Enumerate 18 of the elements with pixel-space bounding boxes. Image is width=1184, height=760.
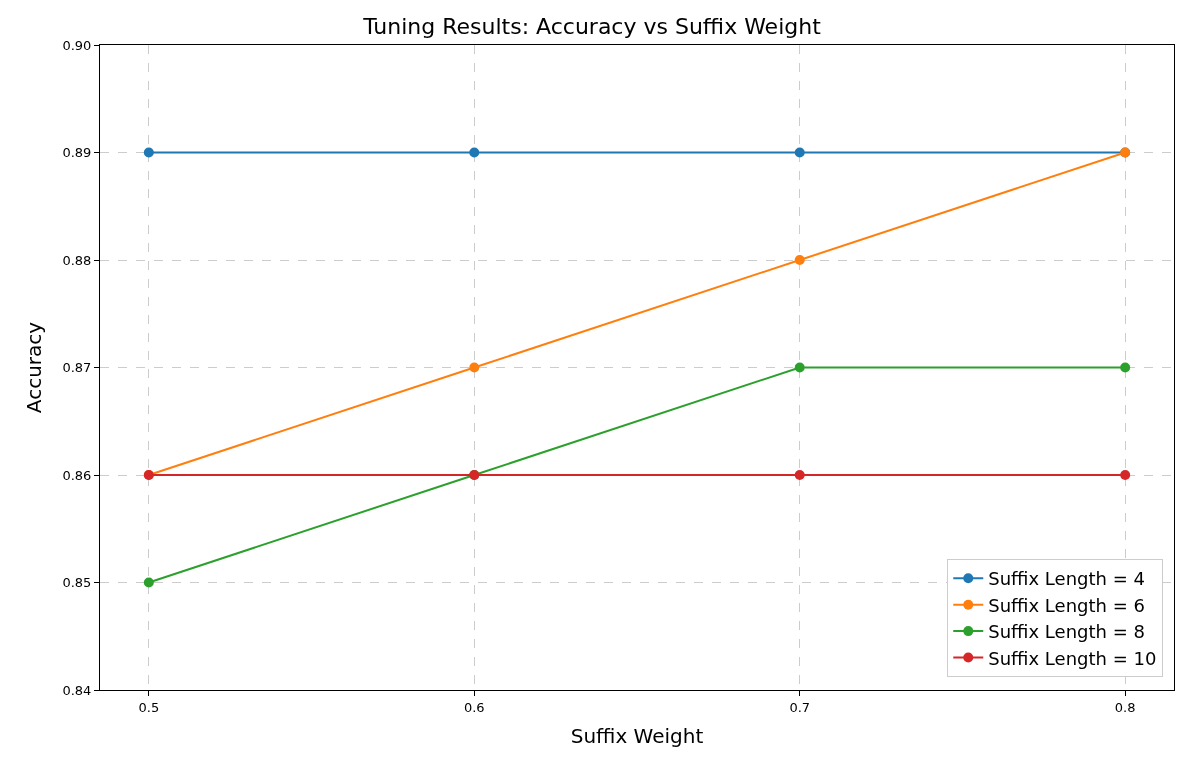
- chart-title: Tuning Results: Accuracy vs Suffix Weight: [362, 14, 822, 40]
- x-tick-label: 0.6: [463, 699, 485, 715]
- y-axis-title: Accuracy: [21, 321, 46, 414]
- legend-label: Suffix Length = 6: [988, 594, 1145, 616]
- y-tick-label: 0.89: [62, 145, 92, 161]
- y-tick-label: 0.90: [62, 37, 92, 53]
- x-tick-label: 0.5: [138, 699, 160, 715]
- y-tick-label: 0.85: [62, 575, 92, 591]
- legend-label: Suffix Length = 10: [988, 647, 1157, 669]
- y-tick-label: 0.86: [62, 467, 92, 483]
- y-tick-label: 0.87: [62, 360, 92, 376]
- y-tick-label: 0.84: [62, 682, 92, 698]
- legend-label: Suffix Length = 8: [988, 621, 1145, 643]
- legend-label: Suffix Length = 4: [988, 568, 1145, 590]
- x-axis-title: Suffix Weight: [570, 724, 704, 749]
- y-tick-label: 0.88: [62, 252, 92, 268]
- x-tick-label: 0.7: [789, 699, 811, 715]
- x-tick-label: 0.8: [1114, 699, 1136, 715]
